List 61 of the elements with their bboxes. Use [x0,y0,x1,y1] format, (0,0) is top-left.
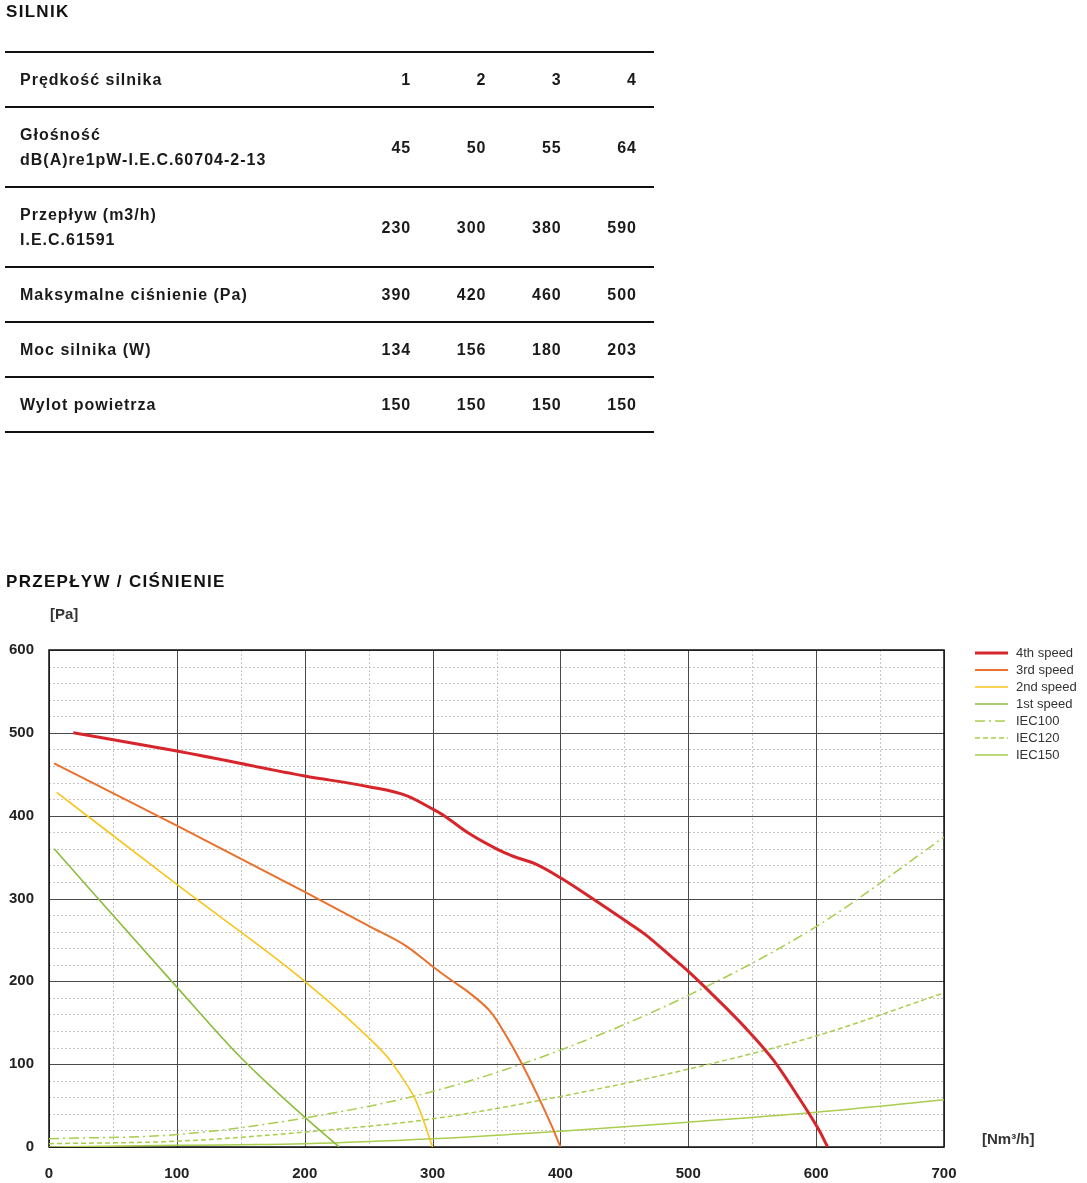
data-label: 300 [455,217,488,238]
data-label: 180 [531,340,563,360]
line-series [53,848,341,1147]
line-series [55,791,434,1147]
x-tick-label: 4 [626,70,638,90]
data-label: 230 [380,217,413,238]
y-axis-title: [Pa] [50,605,79,623]
data-label: 150 [531,395,563,415]
line-series [71,731,830,1147]
y-tick-label: 0 [25,1137,34,1155]
x-tick-label: 100 [164,1164,190,1182]
legend-label: 2nd speed [1016,678,1077,694]
legend-label: IEC120 [1016,729,1060,745]
x-axis-title: Prędkość silnika [19,70,164,90]
data-label: 156 [455,340,488,360]
data-label: 500 [606,285,638,305]
x-tick-label: 2 [475,70,488,90]
line-series [49,836,944,1140]
data-label: 55 [540,137,563,158]
x-tick-label: 200 [292,1164,318,1182]
y-tick-label: 600 [8,640,34,658]
legend-label: 1st speed [1016,695,1073,711]
data-label: 420 [455,285,488,305]
x-tick-label: 1 [400,70,413,90]
y-tick-label: Maksymalne ciśnienie (Pa) [19,285,249,305]
chart-title: PRZEPŁYW / CIŚNIENIE [6,571,226,593]
x-tick-label: 0 [44,1164,54,1182]
data-label: 460 [531,285,563,305]
data-label: 150 [455,395,488,415]
y-tick-label: Moc silnika (W) [19,340,153,360]
x-tick-label: 3 [550,70,563,90]
y-tick-label: 100 [8,1054,34,1072]
x-tick-label: 700 [931,1164,957,1182]
y-tick-label: 400 [8,805,34,823]
y-tick-label: 200 [8,971,34,989]
legend-label: IEC150 [1016,746,1060,762]
text: SILNIK [6,1,70,23]
data-label: 590 [606,217,638,238]
data-label: 64 [616,137,638,158]
legend-label: 3rd speed [1016,661,1074,677]
y-tick-label: 300 [8,888,34,906]
y-tick-label: 500 [8,722,34,740]
data-label: 390 [380,285,413,305]
data-label: 150 [380,395,413,415]
x-tick-label: 400 [547,1164,573,1182]
data-label: 134 [380,340,413,360]
x-tick-label: 600 [803,1164,829,1182]
x-axis-title: [Nm³/h] [982,1130,1035,1148]
y-tick-label: Przepływ (m3/h) I.E.C.61591 [19,205,158,250]
legend-label: IEC100 [1016,712,1060,728]
data-label: 50 [465,137,488,158]
legend-label: 4th speed [1016,644,1074,660]
data-label: 45 [390,137,413,158]
y-tick-label: Głośność dB(A)re1pW-I.E.C.60704-2-13 [19,125,268,170]
data-label: 150 [606,395,638,415]
x-tick-label: 300 [420,1164,446,1182]
x-tick-label: 500 [675,1164,701,1182]
data-label: 380 [531,217,563,238]
line-series [53,762,562,1147]
data-label: 203 [606,340,638,360]
y-tick-label: Wylot powietrza [19,395,158,415]
